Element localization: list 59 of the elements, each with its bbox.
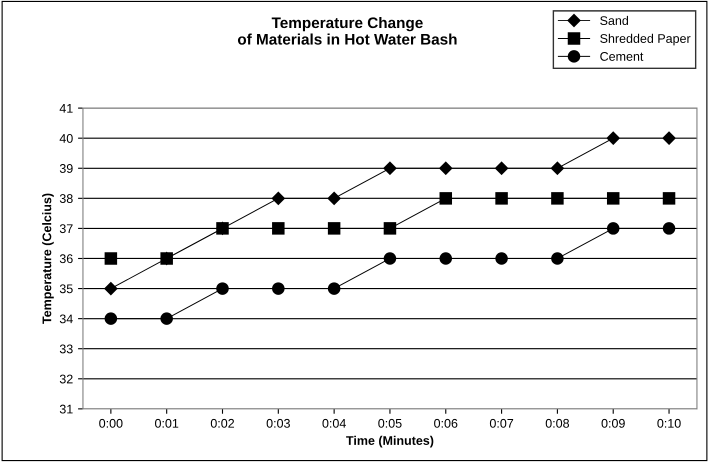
legend-label: Shredded Paper (600, 34, 690, 46)
x-axis-title: Time (Minutes) (346, 436, 434, 448)
x-tick-label: 0:08 (546, 418, 570, 428)
y-tick-label: 35 (60, 284, 73, 294)
x-tick-label: 0:07 (490, 418, 514, 428)
x-tick-label: 0:00 (99, 418, 123, 428)
point (272, 282, 285, 295)
point (495, 252, 508, 265)
point (160, 252, 173, 265)
point (440, 192, 452, 205)
point (216, 222, 229, 235)
point (439, 162, 452, 175)
x-tick-label: 0:04 (322, 418, 346, 428)
point (551, 192, 564, 205)
point (160, 312, 173, 325)
point (662, 192, 676, 205)
point (272, 192, 285, 205)
x-tick-label: 0:05 (378, 418, 402, 428)
y-tick-label: 31 (60, 404, 73, 414)
point (104, 312, 118, 325)
y-tick-label: 32 (60, 374, 73, 384)
point (328, 222, 340, 235)
point (662, 222, 676, 235)
point (216, 282, 229, 295)
x-tick-label: 0:10 (657, 418, 681, 428)
point (494, 162, 508, 175)
y-tick-label: 37 (60, 224, 73, 234)
point (662, 132, 676, 145)
y-axis-title: Temperature (Celcius) (42, 194, 54, 324)
x-tick-label: 0:09 (602, 418, 625, 428)
point (328, 282, 340, 295)
y-tick-label: 41 (60, 104, 73, 113)
x-tick-label: 0:02 (210, 418, 234, 428)
y-tick-label: 36 (60, 254, 73, 264)
point (550, 162, 564, 175)
y-tick-label: 33 (60, 344, 73, 354)
point (384, 252, 396, 265)
chart-title: Temperature Change of Materials in Hot Water Bash (238, 16, 457, 45)
y-tick-label: 39 (60, 164, 73, 173)
point (440, 252, 452, 265)
point (328, 192, 341, 205)
point (384, 222, 396, 235)
legend-label: Sand (600, 16, 628, 26)
point (606, 192, 620, 205)
y-tick-label: 40 (60, 134, 73, 143)
x-tick-label: 0:03 (266, 418, 290, 428)
point (272, 222, 285, 235)
x-tick-label: 0:06 (434, 418, 458, 428)
point (383, 162, 397, 175)
point (104, 252, 118, 265)
point (551, 252, 564, 265)
point (104, 282, 118, 296)
point (606, 222, 620, 235)
point (495, 192, 508, 205)
y-tick-label: 34 (60, 314, 73, 324)
y-tick-label: 38 (60, 194, 73, 203)
x-tick-label: 0:01 (155, 418, 178, 428)
legend-label: Cement (600, 52, 644, 61)
point (606, 132, 620, 145)
